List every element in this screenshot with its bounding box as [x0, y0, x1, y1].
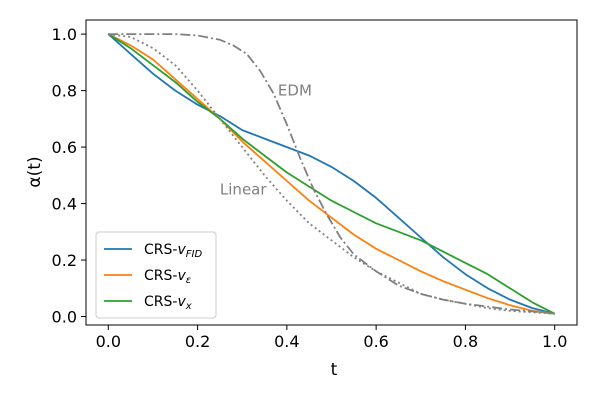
- y-tick-label: 0.6: [52, 138, 77, 157]
- series-layer: [107, 33, 556, 315]
- legend: CRS-vFID CRS-vε CRS-vx: [95, 231, 217, 319]
- legend-entry-label: CRS-vFID: [144, 242, 202, 260]
- legend-box: [95, 231, 217, 319]
- series-line-crs-v-fid: [107, 33, 555, 315]
- x-axis-label: t: [331, 360, 338, 380]
- x-tick-label: 0.8: [453, 332, 478, 351]
- y-axis-ticks: 0.0 0.2 0.4 0.6 0.8 1.0: [52, 25, 86, 327]
- y-tick-label: 0.0: [52, 308, 77, 327]
- x-tick-label: 0.6: [363, 332, 388, 351]
- x-tick-label: 0.0: [96, 332, 121, 351]
- annotation-layer: EDM Linear: [220, 82, 312, 199]
- legend-entry-label: CRS-vx: [144, 294, 192, 312]
- x-tick-label: 1.0: [542, 332, 567, 351]
- x-tick-label: 0.2: [185, 332, 210, 351]
- y-tick-label: 0.4: [52, 195, 77, 214]
- y-tick-label: 1.0: [52, 25, 77, 44]
- series-line-crs-v-: [107, 33, 555, 315]
- series-line-linear: [108, 33, 555, 315]
- annotation-edm: EDM: [278, 82, 312, 100]
- y-axis-label: α(t): [25, 156, 45, 187]
- y-tick-label: 0.8: [52, 82, 77, 101]
- legend-entry-label: CRS-vε: [144, 268, 192, 286]
- x-axis-ticks: 0.0 0.2 0.4 0.6 0.8 1.0: [96, 325, 567, 351]
- annotation-linear: Linear: [220, 180, 267, 198]
- series-line-crs-v-x: [107, 33, 556, 315]
- y-tick-label: 0.2: [52, 251, 77, 270]
- x-tick-label: 0.4: [274, 332, 299, 351]
